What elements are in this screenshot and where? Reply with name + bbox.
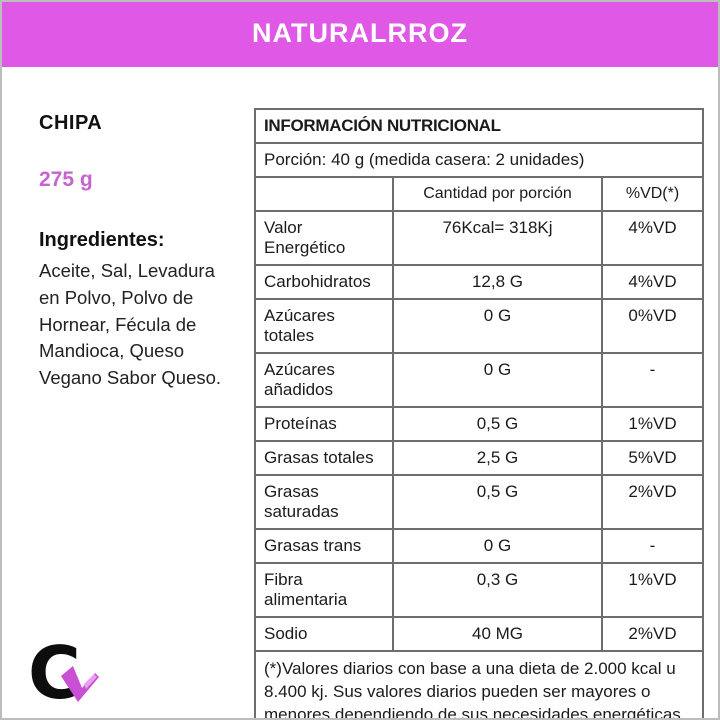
nutrient-value: 40 MG (392, 616, 603, 652)
brand-header: NATURALRROZ (2, 2, 718, 67)
footnote-text: (*)Valores diarios con base a una dieta … (253, 649, 705, 718)
table-row: Azúcares totales 0 G 0%VD (254, 298, 705, 354)
column-header-vd: %VD(*) (600, 176, 705, 212)
nutrient-label: Grasas trans (254, 528, 394, 564)
portion-text: Porción: 40 g (medida casera: 2 unidades… (253, 142, 705, 178)
brand-name: NATURALRROZ (252, 18, 468, 48)
table-row: Azúcares añadidos 0 G - (254, 352, 705, 408)
nutrient-vd: 4%VD (600, 264, 705, 300)
nutrition-table: INFORMACIÓN NUTRICIONAL Porción: 40 g (m… (253, 108, 705, 718)
table-row: Grasas totales 2,5 G 5%VD (254, 440, 705, 476)
column-header-row: Cantidad por porción %VD(*) (254, 176, 705, 212)
table-title: INFORMACIÓN NUTRICIONAL (253, 108, 705, 144)
product-info-panel: CHIPA 275 g Ingredientes: Aceite, Sal, L… (39, 112, 239, 392)
table-row: Grasas saturadas 0,5 G 2%VD (254, 474, 705, 530)
table-row: Proteínas 0,5 G 1%VD (254, 406, 705, 442)
footnote-row: (*)Valores diarios con base a una dieta … (253, 649, 705, 718)
nutrient-value: 2,5 G (392, 440, 603, 476)
product-weight: 275 g (39, 168, 93, 191)
nutrient-label: Grasas saturadas (254, 474, 394, 530)
ingredients-text: Aceite, Sal, Levadura en Polvo, Polvo de… (39, 260, 222, 389)
nutrient-label: Proteínas (254, 406, 394, 442)
nutrient-label: Azúcares añadidos (254, 352, 394, 408)
column-header-empty (254, 176, 394, 212)
table-row: Sodio 40 MG 2%VD (254, 616, 705, 652)
nutrient-vd: 2%VD (600, 616, 705, 652)
nutrient-value: 0,5 G (392, 474, 603, 530)
logo-check-icon (61, 666, 99, 702)
nutrition-panel: INFORMACIÓN NUTRICIONAL Porción: 40 g (m… (253, 108, 705, 718)
product-name: CHIPA (39, 112, 103, 134)
nutrient-value: 12,8 G (392, 264, 603, 300)
nutrient-value: 0,3 G (392, 562, 603, 618)
table-title-row: INFORMACIÓN NUTRICIONAL (253, 108, 705, 144)
nutrient-vd: 0%VD (600, 298, 705, 354)
portion-row: Porción: 40 g (medida casera: 2 unidades… (253, 142, 705, 178)
nutrient-label: Carbohidratos (254, 264, 394, 300)
nutrient-vd: 1%VD (600, 406, 705, 442)
nutrient-label: Azúcares totales (254, 298, 394, 354)
nutrient-vd: 1%VD (600, 562, 705, 618)
nutrient-vd: 5%VD (600, 440, 705, 476)
nutrient-label: Grasas totales (254, 440, 394, 476)
table-row: Fibra alimentaria 0,3 G 1%VD (254, 562, 705, 618)
nutrient-label: Sodio (254, 616, 394, 652)
ingredients-heading: Ingredientes: (39, 229, 165, 251)
nutrient-vd: 4%VD (600, 210, 705, 266)
nutrient-label: Fibra alimentaria (254, 562, 394, 618)
nutrient-value: 0 G (392, 528, 603, 564)
table-row: Grasas trans 0 G - (254, 528, 705, 564)
nutrient-value: 0 G (392, 298, 603, 354)
nutrient-vd: - (600, 528, 705, 564)
nutrient-value: 0,5 G (392, 406, 603, 442)
nutrient-value: 0 G (392, 352, 603, 408)
table-row: Carbohidratos 12,8 G 4%VD (254, 264, 705, 300)
nutrient-vd: - (600, 352, 705, 408)
brand-logo-icon: C (28, 636, 99, 712)
column-header-amount: Cantidad por porción (392, 176, 603, 212)
table-row: Valor Energético 76Kcal= 318Kj 4%VD (254, 210, 705, 266)
nutrient-value: 76Kcal= 318Kj (392, 210, 603, 266)
logo-check-highlight (84, 674, 97, 689)
nutrient-label: Valor Energético (254, 210, 394, 266)
nutrient-vd: 2%VD (600, 474, 705, 530)
